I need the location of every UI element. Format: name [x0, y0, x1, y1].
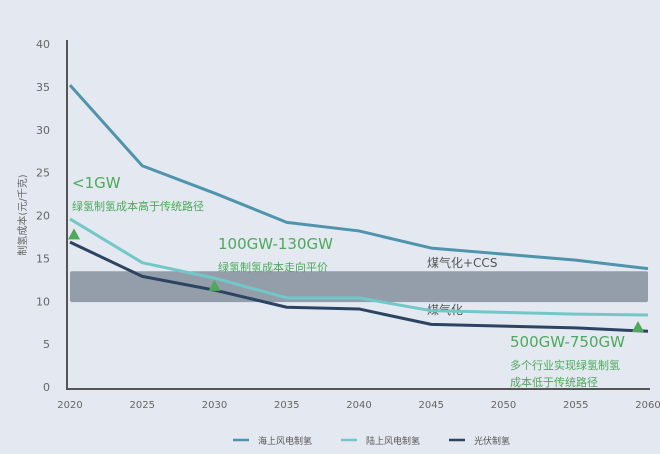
milestone-description: 绿氢制氢成本走向平价	[218, 260, 328, 274]
series-line-1	[68, 84, 649, 271]
y-tick-label: 20	[36, 210, 50, 223]
y-axis-label: 制氢成本(元/千克)	[16, 174, 29, 255]
x-tick-label: 2030	[202, 400, 227, 411]
milestone-triangle-marker	[208, 279, 221, 291]
series-line-3	[69, 240, 649, 333]
y-tick-label: 10	[36, 295, 50, 308]
y-tick-label: 35	[36, 81, 50, 94]
y-tick-label: 5	[43, 338, 50, 351]
x-tick-label: 2050	[491, 400, 516, 411]
series-line-2	[69, 217, 649, 317]
x-tick-label: 2040	[346, 400, 371, 411]
x-tick-label: 2035	[274, 400, 299, 411]
x-tick-label: 2060	[635, 400, 660, 411]
y-tick-label: 25	[36, 167, 50, 180]
milestone-description: 绿氢制氢成本高于传统路径	[72, 199, 204, 213]
milestone-triangle-marker	[632, 320, 644, 332]
milestone-title: <1GW	[72, 174, 121, 192]
y-tick-label: 0	[43, 381, 50, 394]
legend-label-3: 光伏制氢	[474, 435, 510, 447]
band-label-ccs: 煤气化+CCS	[427, 255, 497, 270]
y-tick-label: 30	[36, 124, 50, 137]
milestone-description: 成本低于传统路径	[510, 375, 598, 389]
x-tick-label: 2055	[563, 400, 588, 411]
legend-label-2: 陆上风电制氢	[366, 435, 420, 447]
y-tick-label: 15	[36, 252, 50, 265]
milestone-description: 多个行业实现绿氢制氢	[510, 358, 620, 372]
x-tick-label: 2025	[130, 400, 155, 411]
milestone-title: 500GW-750GW	[510, 333, 625, 351]
x-tick-label: 2020	[57, 400, 82, 411]
legend-label-1: 海上风电制氢	[258, 435, 312, 447]
y-tick-label: 40	[36, 38, 50, 51]
band-label-coal: 煤气化	[427, 302, 463, 317]
milestone-triangle-marker	[68, 228, 80, 240]
milestone-title: 100GW-130GW	[218, 235, 333, 253]
x-tick-label: 2045	[419, 400, 444, 411]
